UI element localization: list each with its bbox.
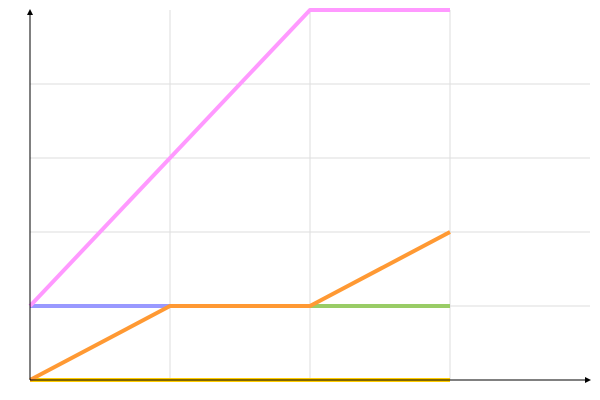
series-line-3 — [29, 230, 451, 382]
series-lines — [28, 8, 451, 382]
grid — [30, 10, 590, 380]
series-line-4 — [28, 8, 450, 308]
